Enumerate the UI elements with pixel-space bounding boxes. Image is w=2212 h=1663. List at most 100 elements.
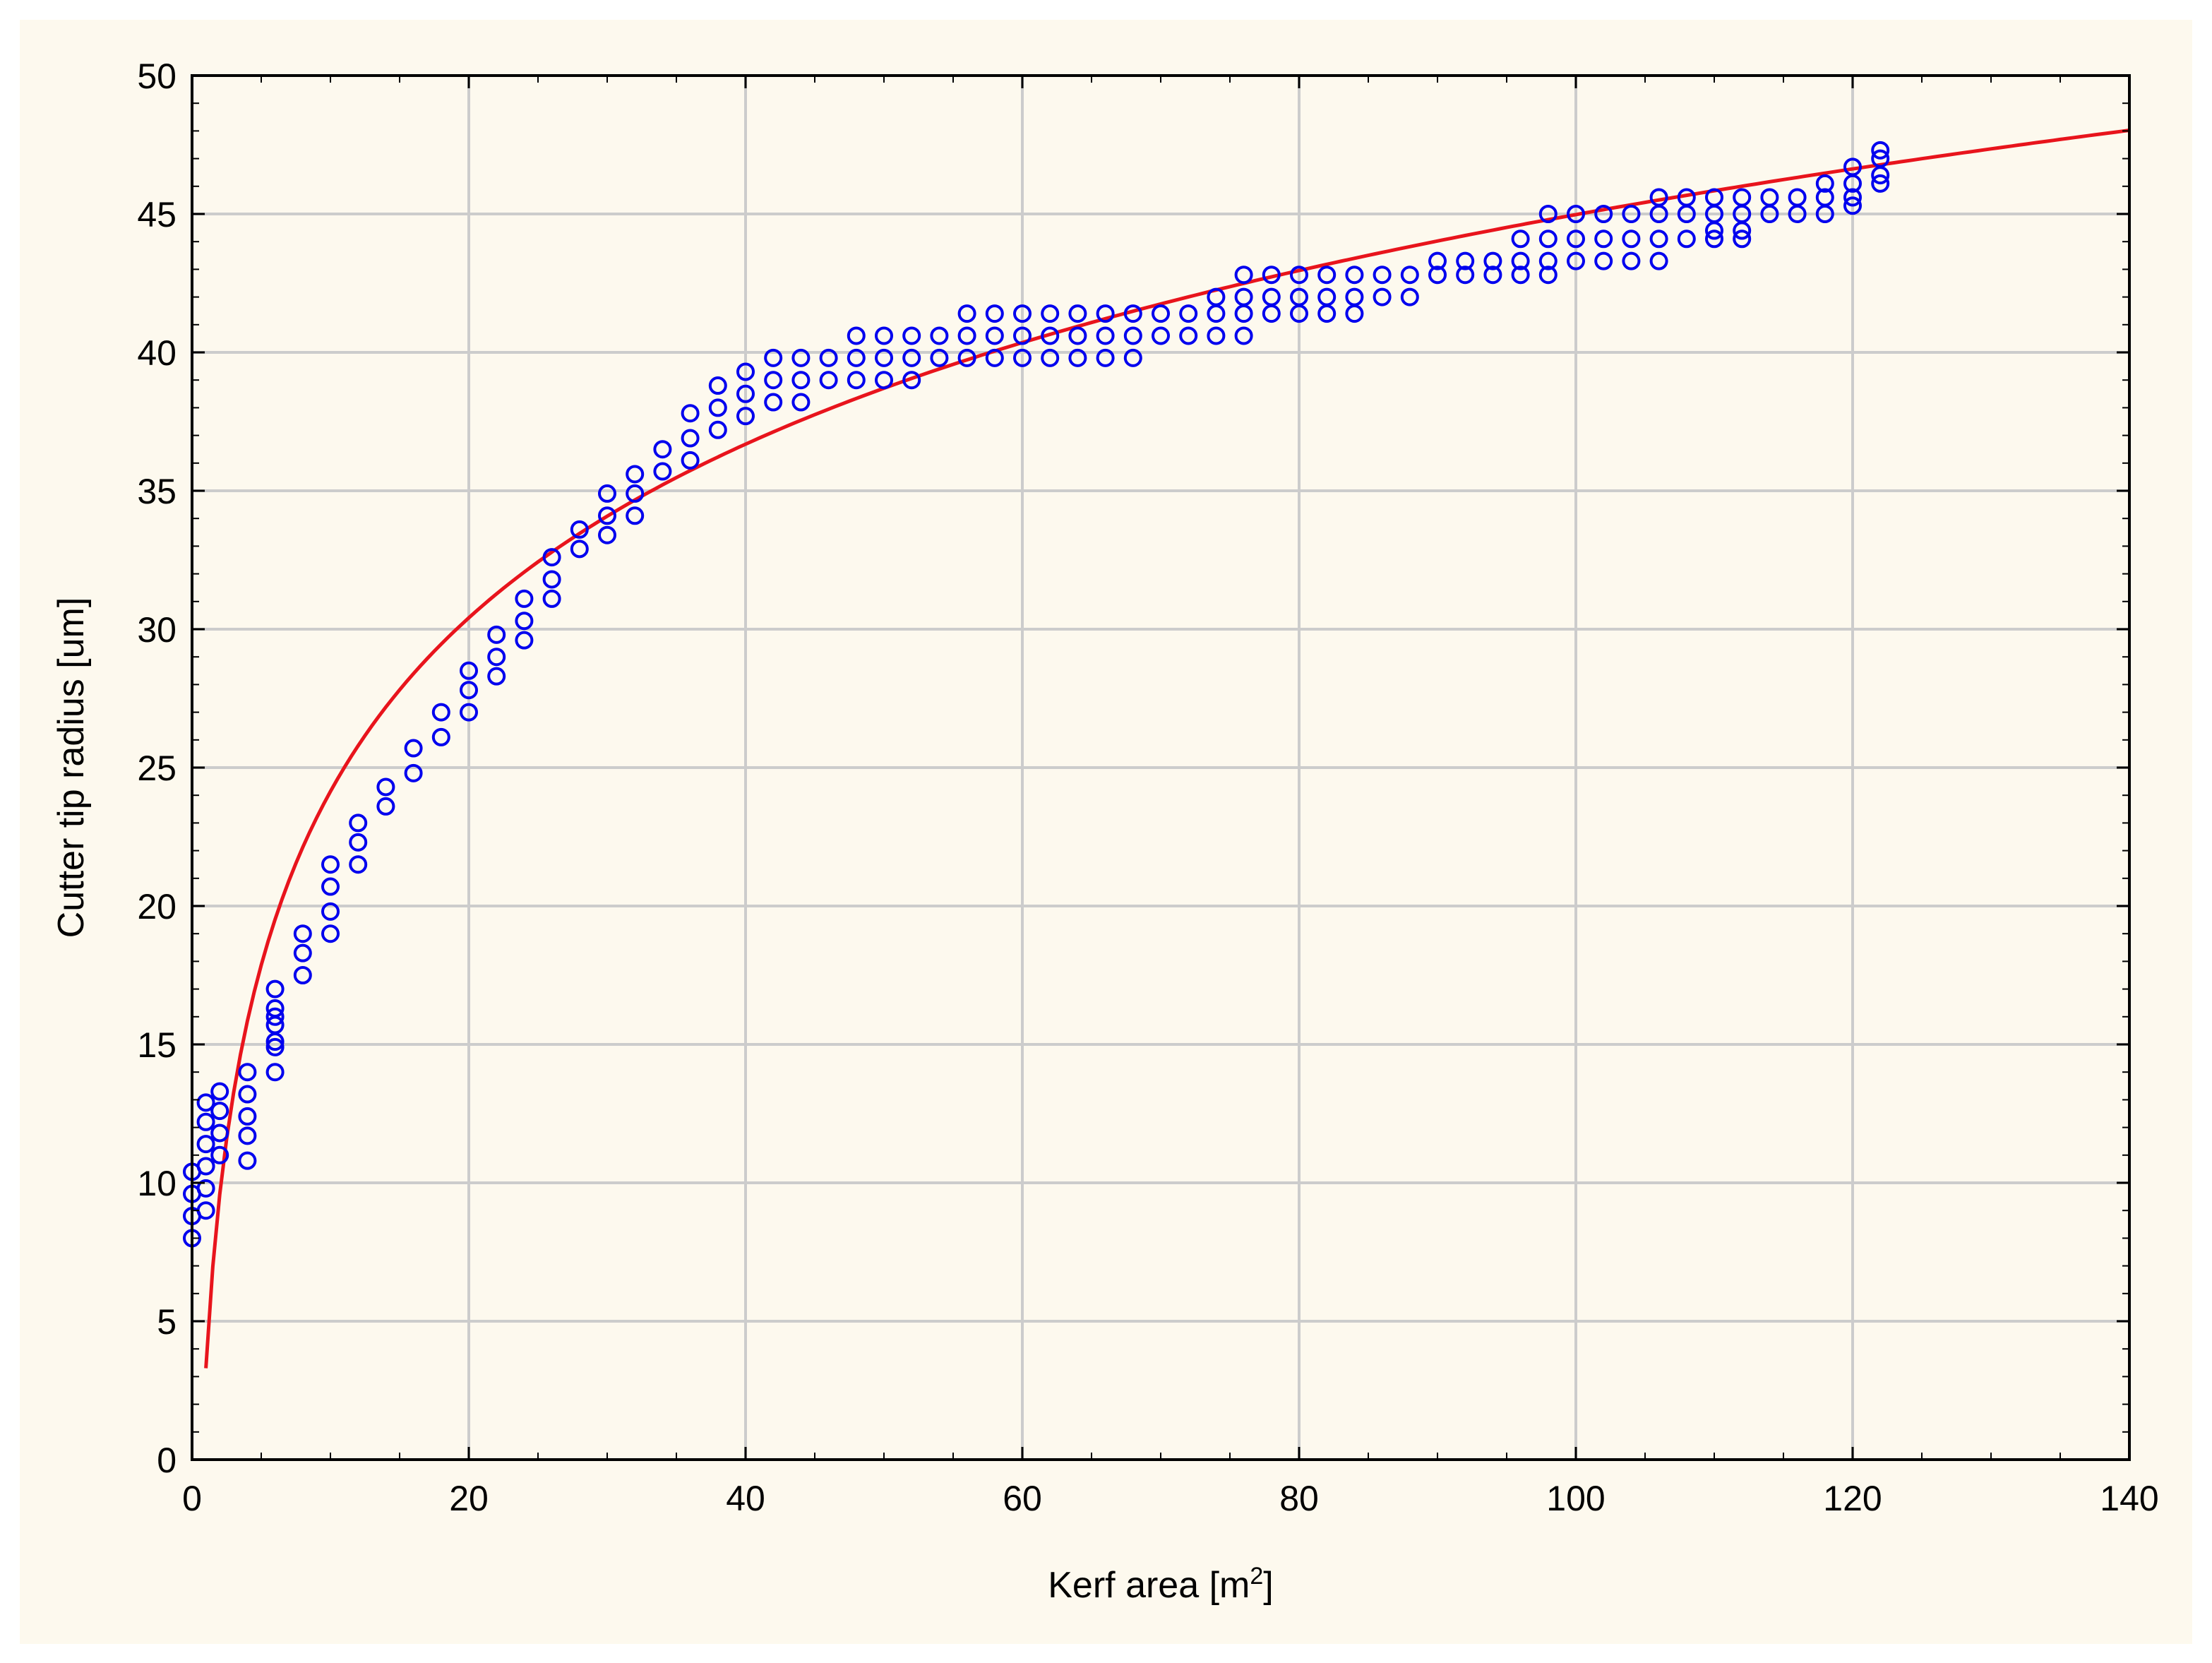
data-point	[1345, 266, 1364, 285]
y-tick-label: 20	[137, 887, 177, 926]
data-point	[1622, 251, 1641, 270]
y-tick-label: 35	[137, 472, 177, 511]
data-point	[349, 813, 368, 833]
data-point	[1622, 205, 1641, 223]
data-point	[1815, 174, 1834, 193]
data-point	[1345, 304, 1364, 323]
data-point	[321, 924, 340, 943]
data-point	[1068, 348, 1087, 367]
data-point	[1733, 188, 1752, 207]
data-point	[404, 739, 423, 758]
data-point	[598, 484, 616, 503]
x-tick-label: 120	[1823, 1479, 1882, 1518]
data-point	[1207, 326, 1226, 345]
data-point	[515, 589, 534, 608]
data-point	[708, 420, 727, 439]
data-point	[1317, 287, 1337, 306]
data-point	[847, 348, 866, 367]
data-point	[460, 703, 478, 722]
data-point	[1567, 205, 1585, 223]
data-point	[1511, 266, 1530, 285]
data-point	[196, 1112, 215, 1131]
y-tick-label: 15	[137, 1025, 177, 1065]
x-axis-tick-labels: 0 20 40 60 80 100 120 140	[182, 1479, 2159, 1518]
x-tick-label: 140	[2100, 1479, 2158, 1518]
data-point	[626, 465, 645, 484]
data-point	[1041, 326, 1060, 345]
data-point	[542, 570, 561, 589]
data-point	[1483, 266, 1502, 285]
data-point	[1123, 348, 1142, 367]
data-point	[736, 384, 755, 403]
data-point	[210, 1123, 229, 1143]
data-point	[1041, 304, 1060, 323]
data-point	[1152, 326, 1170, 345]
data-point	[1788, 188, 1807, 207]
data-point	[349, 855, 368, 874]
data-point	[376, 777, 395, 797]
data-point	[1456, 266, 1475, 285]
data-point	[404, 763, 423, 782]
data-point	[1871, 174, 1890, 193]
data-point	[1013, 326, 1032, 345]
x-axis-title-suffix: ]	[1263, 1565, 1273, 1606]
data-point	[1567, 230, 1585, 249]
data-point	[902, 371, 921, 390]
data-point	[570, 520, 589, 539]
y-tick-label: 5	[157, 1302, 177, 1342]
x-tick-label: 40	[726, 1479, 765, 1518]
data-point	[1843, 196, 1862, 215]
data-point	[1538, 230, 1558, 249]
data-point	[1733, 230, 1752, 249]
data-point	[265, 1037, 285, 1056]
y-axis-title: Cutter tip radius [um]	[51, 597, 92, 938]
data-point	[1317, 304, 1337, 323]
y-tick-label: 10	[137, 1164, 177, 1203]
fit-curve-line	[204, 129, 2130, 1369]
data-point	[1345, 287, 1364, 306]
data-point	[1456, 251, 1475, 270]
data-points	[183, 141, 1890, 1248]
chart-background	[20, 20, 2192, 1644]
data-point	[681, 429, 700, 448]
data-point	[1262, 287, 1281, 306]
data-point	[1013, 304, 1032, 323]
data-point	[293, 943, 312, 962]
data-point	[902, 326, 921, 345]
data-point	[1068, 326, 1087, 345]
data-point	[1622, 230, 1641, 249]
y-tick-label: 25	[137, 749, 177, 788]
fit-curve-layer	[204, 129, 2130, 1369]
data-point	[1096, 304, 1115, 323]
data-point	[1234, 304, 1253, 323]
data-point	[265, 999, 285, 1018]
data-point	[238, 1107, 257, 1126]
data-point	[265, 1007, 285, 1026]
data-point	[321, 877, 340, 896]
x-tick-label: 20	[449, 1479, 489, 1518]
data-point	[1428, 266, 1447, 285]
y-tick-label: 45	[137, 195, 177, 234]
data-point	[1705, 230, 1723, 249]
data-point	[1511, 230, 1530, 249]
data-point	[196, 1179, 215, 1198]
x-tick-label: 100	[1546, 1479, 1605, 1518]
data-point	[1096, 326, 1115, 345]
data-point	[1373, 266, 1392, 285]
data-point	[542, 589, 561, 608]
data-point	[570, 540, 589, 559]
data-point	[238, 1063, 257, 1082]
data-point	[598, 506, 616, 525]
data-point	[1068, 304, 1087, 323]
data-point	[431, 727, 450, 746]
data-point	[1373, 287, 1392, 306]
data-point	[847, 326, 866, 345]
data-point	[1871, 141, 1890, 160]
data-point	[791, 348, 811, 367]
data-point	[487, 667, 506, 686]
data-point	[1649, 230, 1668, 249]
data-point	[1677, 188, 1696, 207]
data-point	[902, 348, 921, 367]
data-point	[1262, 304, 1281, 323]
y-tick-label: 40	[137, 333, 177, 373]
